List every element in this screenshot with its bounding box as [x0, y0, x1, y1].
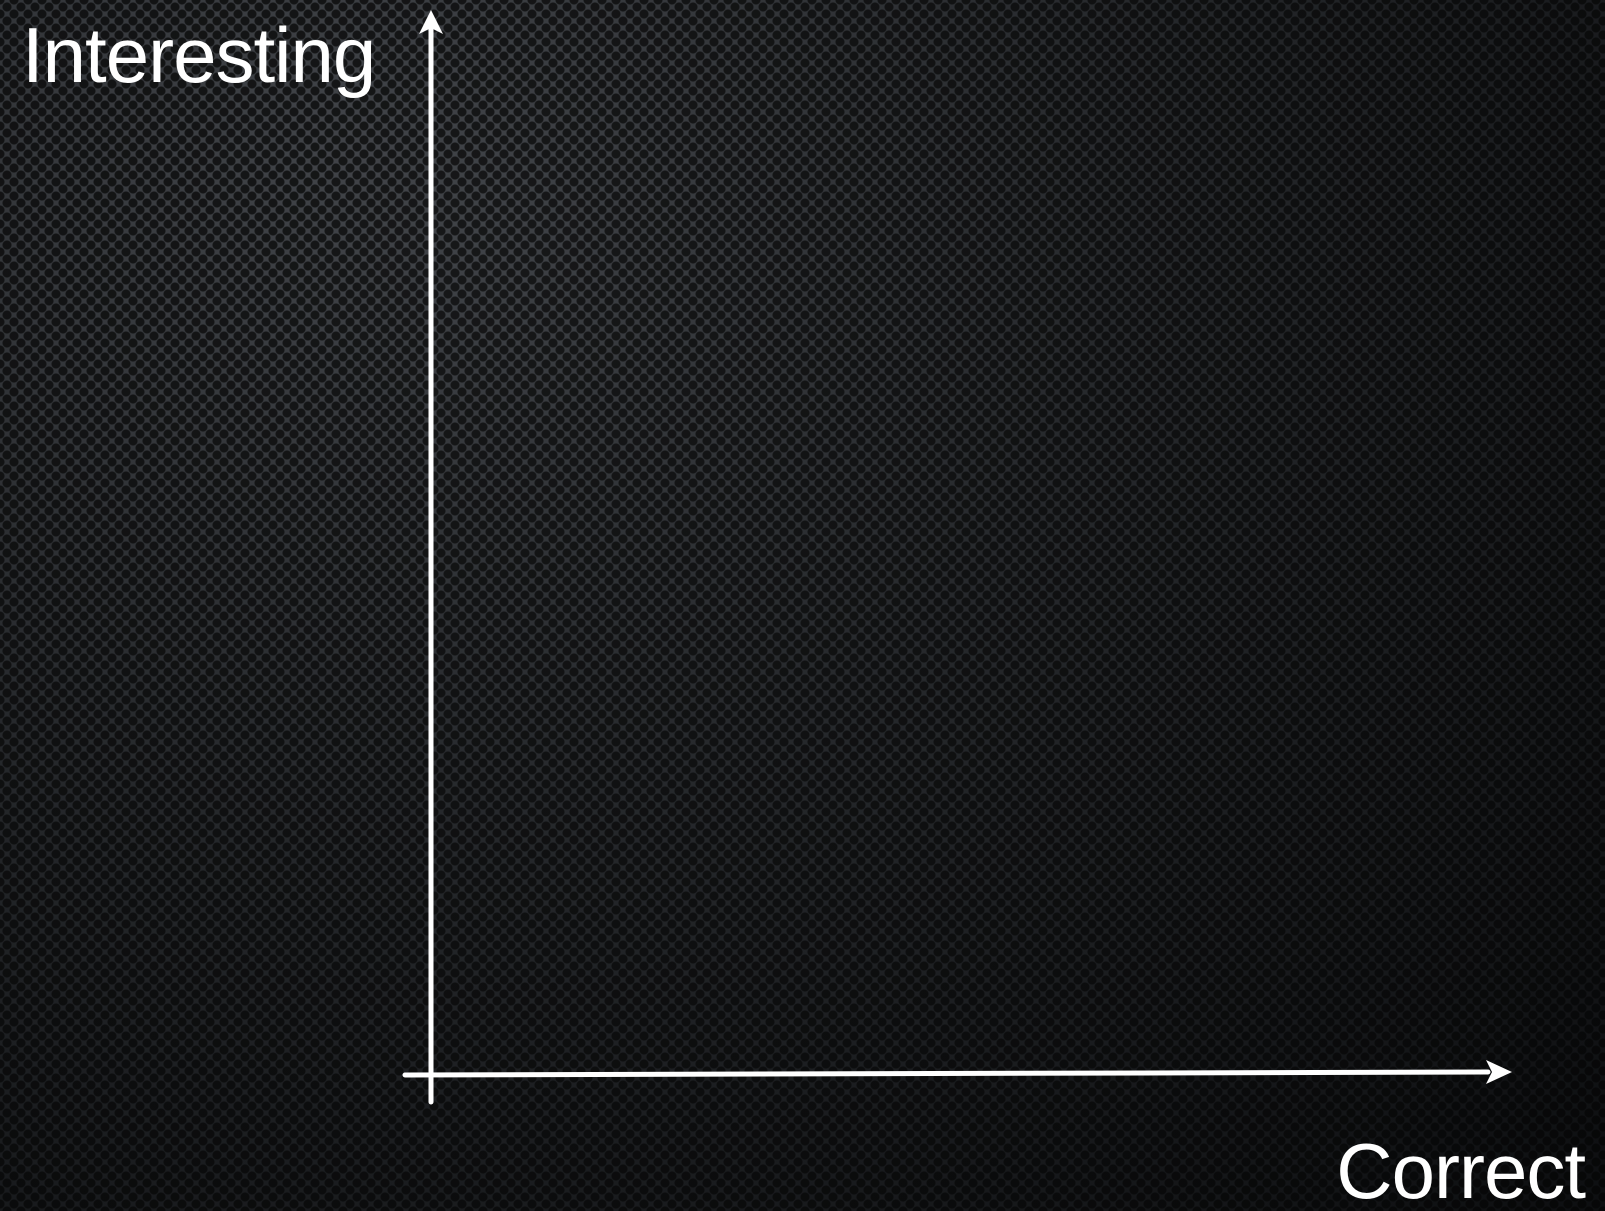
y-axis-arrowhead [419, 10, 443, 34]
x-axis-arrowhead [1486, 1060, 1512, 1084]
x-axis-line [402, 1069, 1491, 1078]
y-axis-label: Interesting [22, 11, 376, 99]
x-axis-label: Correct [1336, 1127, 1586, 1211]
